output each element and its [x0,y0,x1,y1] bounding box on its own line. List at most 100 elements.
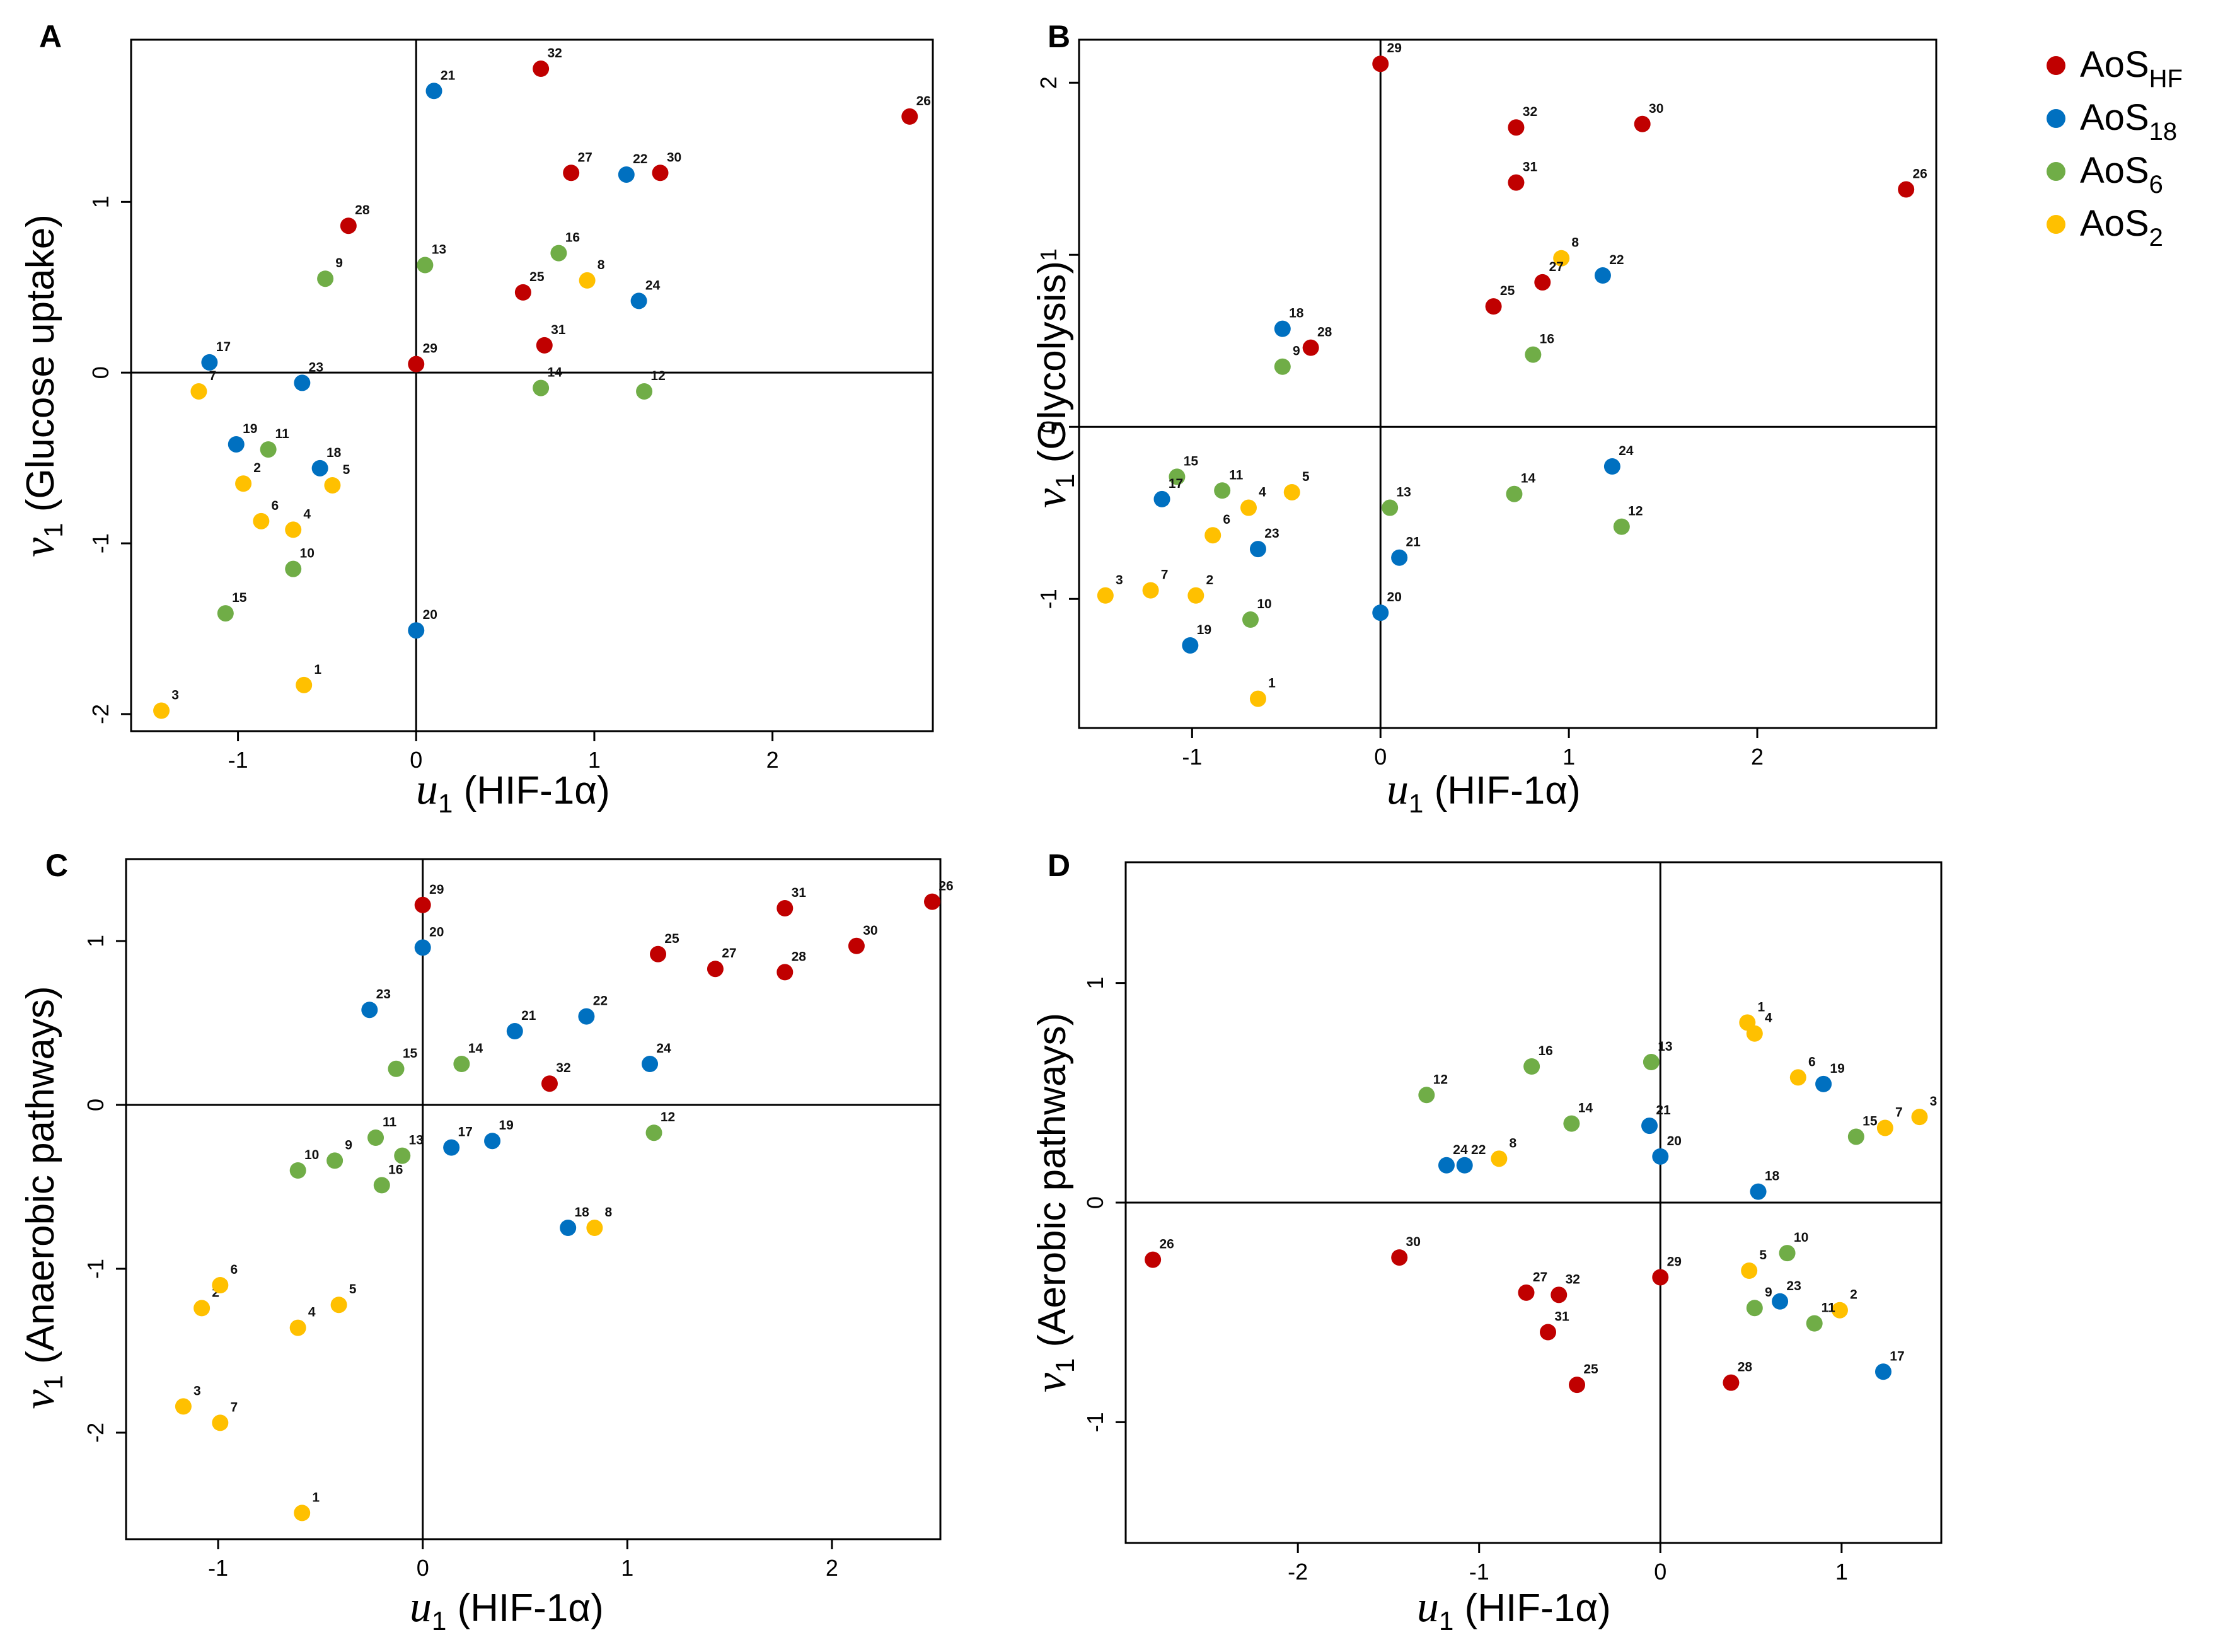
x-tick-label: 2 [826,1555,838,1581]
data-point-label: 1 [1757,1000,1765,1014]
data-point-31 [536,337,553,354]
data-point-label: 11 [1229,468,1244,482]
data-point-label: 8 [1571,236,1579,250]
data-point-label: 8 [605,1205,613,1220]
y-axis-label: v1 (Aerobic pathways) [1027,1013,1080,1392]
y-tick-label: 1 [1036,248,1061,261]
data-point-16 [550,245,567,262]
data-point-label: 16 [1538,1044,1552,1058]
data-point-label: 27 [1549,260,1564,274]
data-point-16 [373,1177,390,1194]
data-point-29 [1652,1269,1669,1286]
data-point-label: 30 [667,150,681,165]
data-point-7 [1876,1119,1893,1136]
data-point-label: 9 [335,256,343,270]
data-point-label: 27 [578,150,592,165]
data-point-12 [1613,518,1630,535]
data-point-label: 14 [547,366,562,380]
data-point-label: 22 [1471,1143,1486,1157]
panel-letter: B [1048,19,1070,54]
data-point-label: 4 [308,1305,316,1320]
data-point-30 [652,165,669,182]
data-point-label: 1 [1268,676,1276,691]
data-point-label: 15 [403,1046,418,1061]
data-point-label: 13 [432,243,446,257]
data-point-label: 22 [1609,253,1624,267]
data-point-3 [1097,587,1114,604]
x-tick-label: 2 [1751,744,1764,770]
data-point-31 [1508,174,1525,191]
y-tick-label: -2 [83,1423,108,1443]
data-point-23 [361,1002,378,1019]
data-point-29 [1372,55,1389,72]
y-tick-label: 1 [1082,977,1108,990]
data-point-label: 17 [458,1125,472,1140]
data-point-label: 21 [521,1008,536,1023]
data-point-label: 16 [388,1162,403,1177]
data-point-26 [1898,181,1915,198]
data-point-27 [1518,1284,1535,1301]
x-tick-label: 0 [1374,744,1387,770]
data-point-10 [1779,1245,1796,1262]
data-point-label: 15 [232,591,247,605]
y-tick-label: 0 [88,366,113,379]
data-point-label: 18 [326,446,342,460]
x-tick-label: 1 [1562,744,1575,770]
data-point-30 [1391,1249,1408,1266]
data-point-label: 2 [1206,573,1213,587]
data-point-label: 11 [1822,1301,1836,1315]
y-tick-label: 0 [83,1099,108,1111]
data-point-label: 18 [575,1205,590,1220]
data-point-label: 28 [792,949,807,964]
data-point-label: 19 [1830,1061,1844,1076]
data-point-17 [1153,490,1170,507]
data-point-label: 28 [1738,1360,1753,1375]
data-point-23 [1249,541,1266,558]
data-point-27 [563,165,580,182]
data-point-8 [1553,250,1570,267]
plot-frame [125,858,942,1540]
data-point-label: 3 [193,1383,201,1398]
data-point-26 [924,893,941,910]
y-tick-label: -1 [1036,589,1061,609]
legend-entry: AoS2 [2080,203,2163,251]
data-point-label: 24 [1619,444,1634,458]
y-axis-label: v1 (Glycolysis) [1027,261,1080,508]
x-tick-label: -1 [1469,1559,1489,1585]
y-tick-label: 2 [1036,76,1061,89]
data-point-label: 25 [1500,284,1515,298]
data-point-25 [1569,1377,1586,1394]
data-point-21 [1391,549,1408,566]
data-point-5 [1741,1262,1758,1279]
y-tick-label: -2 [88,704,113,724]
data-point-label: 11 [383,1115,397,1129]
data-point-31 [777,900,794,916]
y-axis-label: v1 (Anaerobic pathways) [15,986,68,1409]
data-point-label: 4 [303,507,311,521]
data-point-6 [253,512,270,529]
data-point-label: 8 [598,258,605,272]
data-point-23 [1772,1293,1789,1310]
data-point-label: 24 [656,1041,671,1056]
y-tick-label: 1 [83,935,108,947]
data-point-label: 26 [916,94,931,108]
data-point-6 [1204,527,1221,544]
data-point-label: 1 [314,662,321,677]
data-point-label: 31 [792,886,807,900]
data-point-12 [636,383,653,400]
data-point-11 [1214,482,1231,499]
data-point-label: 21 [1406,535,1421,550]
data-point-20 [1652,1148,1669,1165]
data-point-4 [1746,1025,1763,1042]
data-point-label: 30 [863,923,877,938]
y-axis-label: v1 (Glucose uptake) [15,214,68,557]
data-point-label: 27 [1533,1270,1547,1285]
data-point-label: 25 [529,270,545,284]
data-point-label: 20 [429,925,444,939]
data-point-9 [1274,358,1291,375]
data-point-label: 2 [253,461,261,475]
data-point-25 [650,945,667,962]
data-point-label: 17 [1890,1349,1904,1363]
y-tick-label: 0 [1036,420,1061,433]
